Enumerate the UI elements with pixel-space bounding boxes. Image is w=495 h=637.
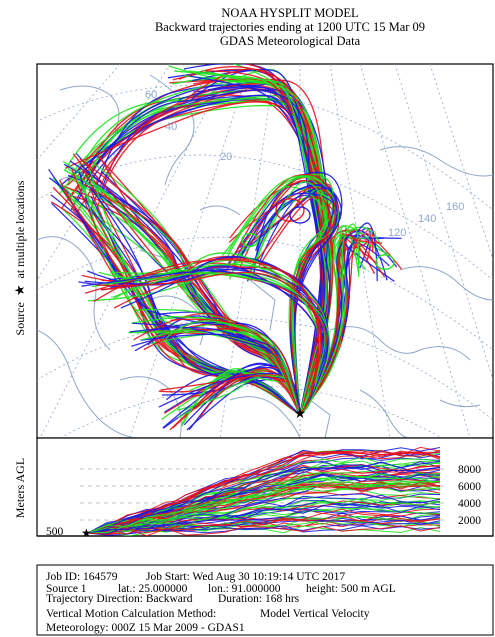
trajectory-line bbox=[299, 233, 374, 416]
grid-label-120: 120 bbox=[388, 227, 406, 239]
source-height: height: 500 m AGL bbox=[306, 583, 396, 595]
height-tick-6000: 6000 bbox=[458, 481, 481, 493]
trajectory-line bbox=[227, 175, 340, 416]
trajectory-duration: Duration: 168 hrs bbox=[218, 593, 300, 605]
height-tick-8000: 8000 bbox=[458, 464, 481, 476]
trajectory-line bbox=[93, 259, 320, 416]
trajectory-line bbox=[93, 163, 301, 416]
height-trajectory-line bbox=[87, 507, 441, 534]
map-panel: ★ 60 40 20 100 120 140 160 bbox=[36, 63, 494, 439]
trajectory-line bbox=[299, 230, 388, 416]
height-trajectory-line bbox=[87, 497, 441, 534]
grid-label-100: 100 bbox=[358, 229, 376, 241]
trajectory-loop bbox=[375, 254, 395, 270]
grid-label-160: 160 bbox=[446, 201, 464, 213]
grid-label-140: 140 bbox=[418, 213, 436, 225]
star-icon: ★ bbox=[12, 285, 27, 297]
grid-label-60: 60 bbox=[145, 89, 157, 101]
trajectory-line bbox=[112, 272, 331, 416]
grid-labels: 60 40 20 100 120 140 160 bbox=[145, 89, 464, 241]
svg-text:Source ★ at multip: Source ★ at multiple locations bbox=[12, 180, 27, 335]
height-panel: Meters AGL 8000 6000 4000 2000 500 ★ bbox=[13, 437, 494, 540]
trajectory-line bbox=[106, 252, 321, 416]
side-label-post: at multiple locations bbox=[13, 180, 27, 278]
trajectory-line bbox=[70, 94, 322, 416]
vertical-method: Vertical Motion Calculation Method: bbox=[46, 608, 217, 620]
trajectory-loop bbox=[275, 198, 305, 222]
trajectory-line bbox=[160, 375, 301, 416]
height-trajectory-line bbox=[87, 478, 441, 534]
source-lon: lon.: 91.000000 bbox=[208, 583, 281, 595]
trajectory-line bbox=[78, 84, 328, 416]
source-name: Source 1 bbox=[46, 583, 87, 595]
map-data-source: GDAS Meteorological Data bbox=[219, 34, 361, 48]
height-trajectory-line bbox=[87, 525, 441, 536]
meteorology: Meteorology: 000Z 15 Mar 2009 - GDAS1 bbox=[46, 622, 245, 634]
height-trajectory-line bbox=[87, 460, 441, 534]
height-tick-2000: 2000 bbox=[458, 515, 481, 527]
trajectory-line bbox=[96, 271, 322, 416]
trajectory-lines bbox=[48, 64, 403, 431]
height-trajectory-line bbox=[87, 494, 441, 534]
source-lat: lat.: 25.000000 bbox=[118, 583, 188, 595]
footer-frame bbox=[36, 564, 494, 636]
map-content: ★ bbox=[37, 64, 493, 438]
source-height-label: 500 bbox=[46, 526, 64, 538]
coastlines bbox=[37, 74, 493, 438]
trajectory-loop bbox=[289, 206, 311, 224]
height-trajectory-line bbox=[87, 505, 441, 534]
height-trajectories bbox=[87, 446, 441, 536]
vertical-method-value: Model Vertical Velocity bbox=[260, 608, 370, 620]
map-subtitle: Backward trajectories ending at 1200 UTC… bbox=[154, 20, 426, 34]
grid-label-40: 40 bbox=[165, 121, 177, 133]
trajectory-line bbox=[132, 322, 301, 416]
side-label-pre: Source bbox=[13, 302, 27, 335]
height-trajectory-line bbox=[87, 464, 441, 534]
trajectory-line bbox=[248, 181, 328, 416]
height-tick-4000: 4000 bbox=[458, 498, 481, 510]
side-label: Source ★ at multiple locations bbox=[12, 180, 27, 335]
map-title: NOAA HYSPLIT MODEL bbox=[221, 6, 359, 20]
job-start: Job Start: Wed Aug 30 10:19:14 UTC 2017 bbox=[146, 571, 346, 583]
trajectory-line bbox=[177, 376, 301, 416]
trajectory-line bbox=[299, 243, 395, 416]
height-star-icon: ★ bbox=[81, 526, 92, 540]
grid-label-20: 20 bbox=[220, 151, 232, 163]
trajectory-line bbox=[165, 320, 301, 416]
trajectory-line bbox=[158, 316, 301, 416]
height-ticks: 8000 6000 4000 2000 bbox=[458, 464, 481, 527]
trajectory-loop bbox=[241, 232, 259, 248]
height-trajectory-line bbox=[87, 514, 441, 535]
source-star-icon: ★ bbox=[294, 407, 307, 422]
height-trajectory-line bbox=[87, 480, 441, 534]
footer-info: Job ID: 164579 Job Start: Wed Aug 30 10:… bbox=[38, 567, 493, 635]
trajectory-direction: Trajectory Direction: Backward bbox=[46, 593, 193, 605]
trajectory-line bbox=[239, 179, 332, 416]
height-trajectory-line bbox=[87, 519, 441, 534]
job-id: Job ID: 164579 bbox=[46, 571, 118, 583]
trajectory-line bbox=[299, 223, 360, 416]
height-trajectory-line bbox=[87, 465, 441, 534]
trajectory-line bbox=[238, 184, 338, 416]
height-trajectory-line bbox=[87, 510, 441, 535]
height-axis-label: Meters AGL bbox=[13, 458, 27, 518]
